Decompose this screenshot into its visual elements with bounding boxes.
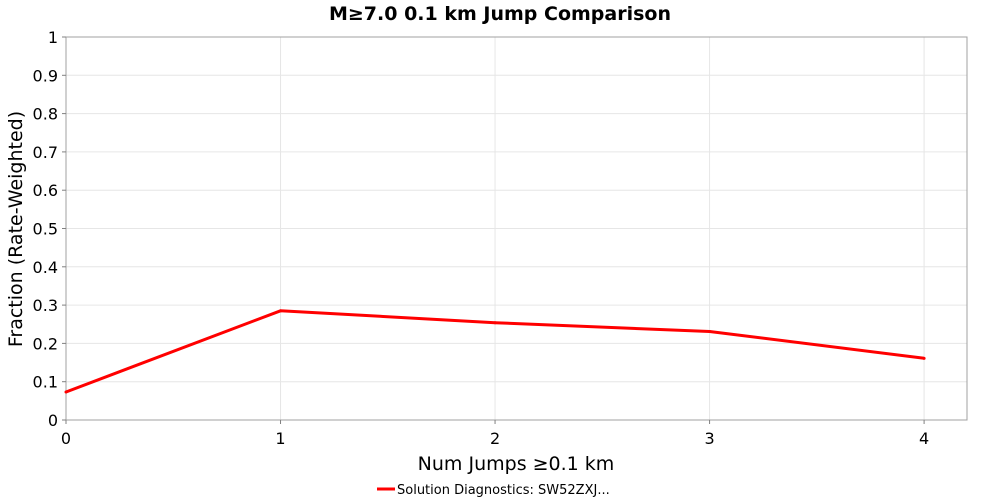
legend: Solution Diagnostics: SW52ZXJ... [377,483,610,498]
x-tick-label: 4 [919,429,929,448]
y-tick-label: 0.5 [33,220,58,239]
y-tick-label: 0.1 [33,373,58,392]
data-point [708,330,712,334]
y-tick-label: 0.9 [33,66,58,85]
y-tick-label: 0.8 [33,105,58,124]
data-point [493,321,497,325]
chart-title: M≥7.0 0.1 km Jump Comparison [329,3,671,25]
x-tick-label: 0 [61,429,71,448]
legend-label: Solution Diagnostics: SW52ZXJ... [397,483,610,498]
y-axis-label: Fraction (Rate-Weighted) [5,111,27,347]
x-tick-label: 3 [704,429,714,448]
data-point [279,309,283,313]
y-tick-label: 0 [48,411,58,430]
x-axis-ticks: 0 1 2 3 4 [61,420,929,448]
x-tick-label: 2 [490,429,500,448]
y-tick-label: 0.4 [33,258,58,277]
y-tick-label: 0.2 [33,334,58,353]
x-axis-label: Num Jumps ≥0.1 km [418,453,615,475]
y-tick-label: 1 [48,28,58,47]
series-layer [64,309,926,394]
data-point [922,356,926,360]
x-tick-label: 1 [275,429,285,448]
grid [65,36,967,421]
y-tick-label: 0.7 [33,143,58,162]
y-tick-label: 0.3 [33,296,58,315]
y-axis-ticks: 0 0.1 0.2 0.3 0.4 0.5 0.6 0.7 0.8 0.9 1 [33,28,66,430]
data-point [64,390,68,394]
y-tick-label: 0.6 [33,181,58,200]
